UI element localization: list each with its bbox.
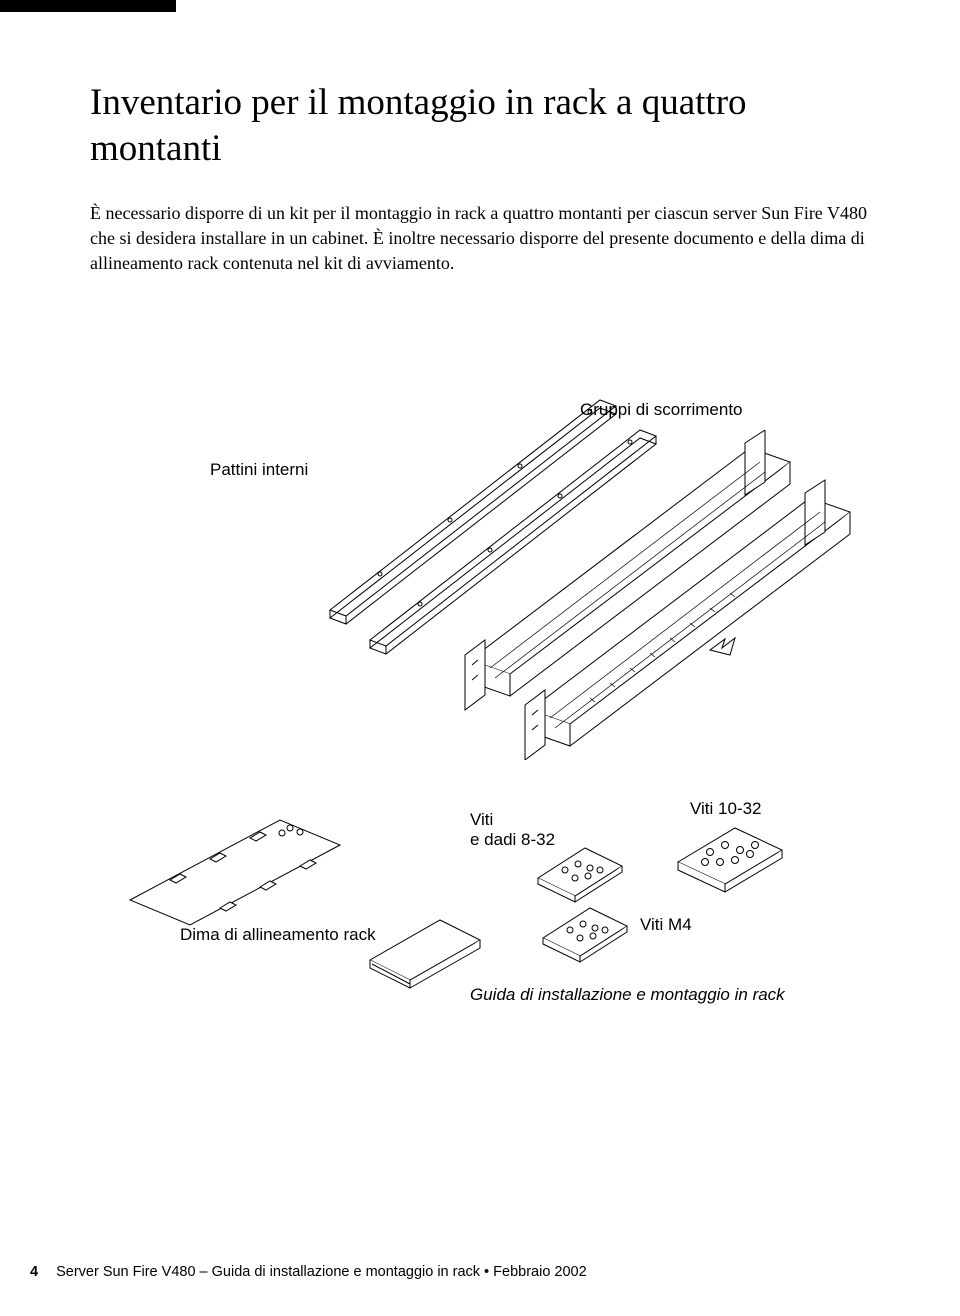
content-area: Inventario per il montaggio in rack a qu… [90, 80, 870, 276]
slide-assemblies-icon [450, 430, 870, 760]
page-title: Inventario per il montaggio in rack a qu… [90, 80, 870, 173]
header-bar [0, 0, 176, 12]
label-guida: Guida di installazione e montaggio in ra… [470, 985, 785, 1005]
footer-text: Server Sun Fire V480 – Guida di installa… [56, 1264, 587, 1280]
screws-m4-icon [535, 900, 635, 970]
label-vitiM4: Viti M4 [640, 915, 692, 935]
screws-10-32-icon [670, 820, 790, 900]
label-viti1032: Viti 10-32 [690, 799, 762, 819]
label-viti832-line2: e dadi 8-32 [470, 830, 555, 850]
body-paragraph: È necessario disporre di un kit per il m… [90, 201, 870, 277]
label-dima: Dima di allineamento rack [180, 925, 376, 945]
diagram-area: Pattini interni Gruppi di scorrimento Vi… [90, 390, 870, 1030]
label-pattini: Pattini interni [210, 460, 308, 480]
label-gruppi: Gruppi di scorrimento [580, 400, 743, 420]
page-footer: 4 Server Sun Fire V480 – Guida di install… [30, 1264, 587, 1280]
page-number: 4 [30, 1264, 38, 1280]
alignment-template-icon [120, 810, 350, 940]
label-viti832-line1: Viti [470, 810, 493, 830]
